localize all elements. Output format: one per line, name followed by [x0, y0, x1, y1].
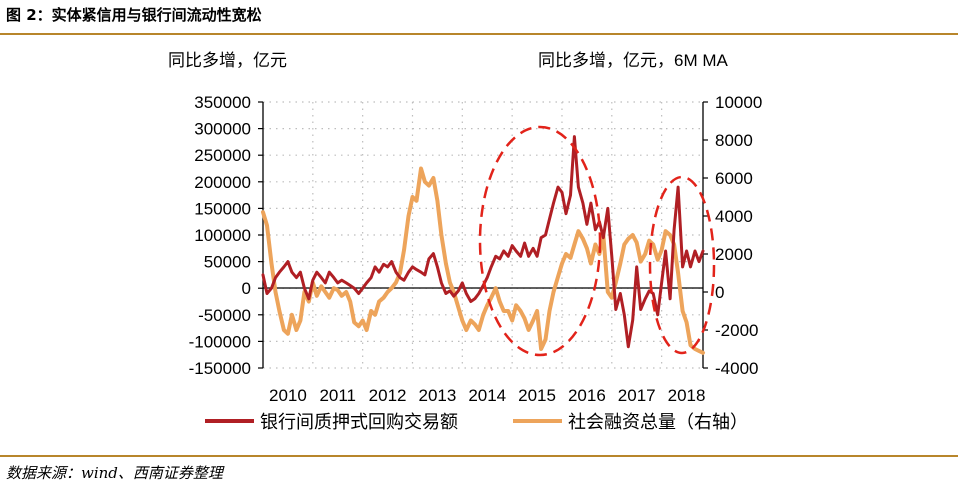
left-tick-label: 150000: [194, 199, 251, 218]
right-tick-label: 0: [715, 283, 724, 302]
right-tick-label: 8000: [715, 131, 753, 150]
right-tick-label: 10000: [715, 93, 762, 112]
left-unit-label: 同比多增，亿元: [168, 51, 287, 70]
x-tick-label: 2015: [518, 386, 556, 405]
right-tick-label: 2000: [715, 245, 753, 264]
highlight-ellipse-2015-2016: [478, 125, 602, 357]
series-line-tsf: [261, 166, 705, 355]
left-tick-label: -50000: [198, 306, 251, 325]
x-tick-label: 2017: [618, 386, 656, 405]
legend-label-tsf: 社会融资总量（右轴）: [568, 412, 748, 432]
series-line-repo: [261, 135, 705, 349]
chart: 同比多增，亿元 同比多增，亿元，6M MA 350000 300000 250000…: [168, 51, 762, 432]
left-tick-label: 300000: [194, 120, 251, 139]
left-tick-label: 100000: [194, 226, 251, 245]
top-rule: [0, 33, 958, 35]
right-tick-label: -4000: [715, 359, 758, 378]
x-tick-label: 2013: [418, 386, 456, 405]
left-tick-label: 0: [242, 279, 251, 298]
grid: [263, 101, 703, 369]
x-tick-label: 2014: [468, 386, 506, 405]
x-tick-label: 2012: [369, 386, 407, 405]
legend: 银行间质押式回购交易额 社会融资总量（右轴）: [205, 412, 748, 432]
right-tick-label: 6000: [715, 169, 753, 188]
left-tick-label: 200000: [194, 173, 251, 192]
right-tick-label: 4000: [715, 207, 753, 226]
right-unit-label: 同比多增，亿元，6M MA: [538, 51, 728, 70]
left-tick-label: 350000: [194, 93, 251, 112]
left-tick-label: 250000: [194, 146, 251, 165]
x-tick-label: 2011: [319, 386, 356, 405]
highlight-ellipse-2018: [648, 175, 716, 355]
x-axis-ticks: 2010 2011 2012 2013 2014 2015 2016 2017 2018: [269, 386, 705, 405]
x-tick-label: 2018: [668, 386, 706, 405]
right-axis-ticks: 10000 8000 6000 4000 2000 0 -2000 -4000: [703, 93, 762, 378]
x-tick-label: 2010: [269, 386, 307, 405]
left-axis-ticks: 350000 300000 250000 200000 150000 100000 5000…: [189, 93, 263, 378]
left-tick-label: -150000: [189, 359, 251, 378]
right-tick-label: -2000: [715, 321, 758, 340]
x-tick-label: 2016: [568, 386, 606, 405]
left-tick-label: 50000: [204, 253, 251, 272]
figure-title: 图 2：实体紧信用与银行间流动性宽松: [6, 6, 262, 24]
left-tick-label: -100000: [189, 332, 251, 351]
bottom-rule: [0, 455, 958, 457]
source-note: 数据来源：wind、西南证券整理: [6, 464, 223, 482]
legend-label-repo: 银行间质押式回购交易额: [260, 412, 458, 432]
